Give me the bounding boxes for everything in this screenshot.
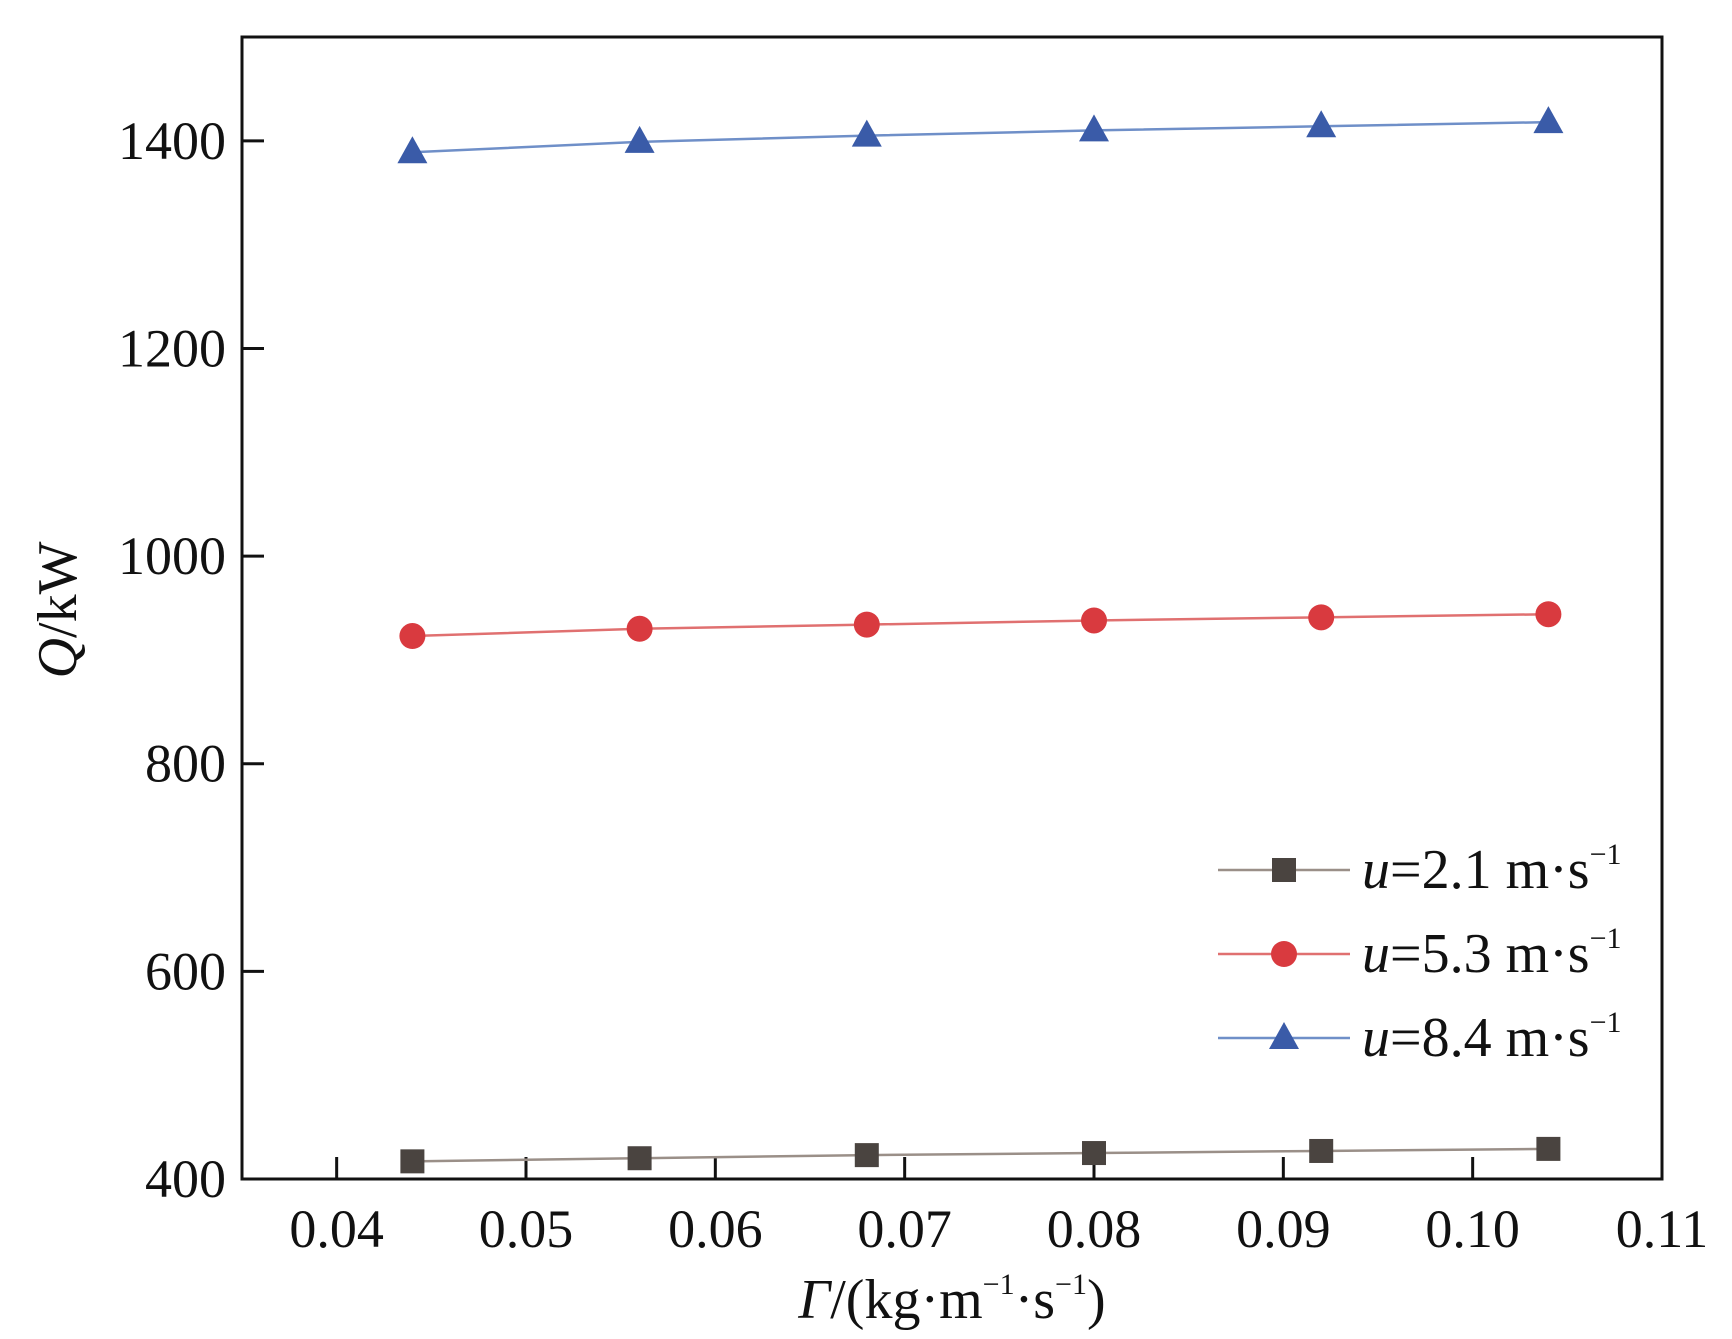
- y-tick-label: 1000: [118, 526, 226, 586]
- data-point: [1079, 114, 1109, 142]
- legend-item: u=5.3 m·s−1: [1218, 922, 1622, 985]
- x-tick-label: 0.11: [1616, 1199, 1709, 1259]
- x-tick-label: 0.04: [289, 1199, 384, 1259]
- legend-item: u=2.1 m·s−1: [1218, 838, 1622, 901]
- legend: u=2.1 m·s−1 u=5.3 m·s−1 u=8.4 m·s−1: [1218, 838, 1622, 1069]
- data-point: [853, 611, 880, 638]
- x-axis-label: Γ/(kg·m−1·s−1): [797, 1268, 1105, 1331]
- plot-frame: [240, 35, 1664, 1181]
- x-axis-ticks: 0.04 0.05 0.06 0.07 0.08 0.09 0.10 0.11: [289, 1157, 1708, 1259]
- series-0: [400, 1136, 1561, 1174]
- legend-item: u=8.4 m·s−1: [1218, 1006, 1622, 1069]
- legend-marker: [1269, 1022, 1299, 1049]
- data-point: [1536, 1136, 1561, 1161]
- data-point: [1309, 1138, 1334, 1163]
- x-tick-label: 0.10: [1425, 1199, 1520, 1259]
- data-point: [851, 119, 882, 147]
- x-tick-label: 0.07: [857, 1199, 952, 1259]
- y-tick-label: 1400: [118, 111, 226, 171]
- y-axis-ticks: 400 600 800 1000 1200 1400: [118, 111, 264, 1209]
- data-point: [854, 1143, 879, 1168]
- series-line: [412, 1147, 1549, 1163]
- data-point: [1081, 607, 1107, 634]
- series-line: [412, 120, 1549, 154]
- series-line: [412, 612, 1549, 638]
- data-point: [400, 1149, 425, 1174]
- legend-label: u=2.1 m·s−1: [1362, 838, 1622, 901]
- legend-marker: [1272, 858, 1296, 882]
- data-point: [627, 1146, 652, 1171]
- data-point: [1306, 110, 1337, 138]
- y-tick-label: 800: [145, 734, 226, 794]
- series-1: [399, 601, 1562, 650]
- data-point: [1308, 604, 1335, 631]
- y-tick-label: 400: [145, 1149, 226, 1209]
- data-point: [1082, 1141, 1106, 1166]
- data-point: [397, 136, 428, 164]
- data-point: [399, 623, 426, 650]
- data-point: [1535, 601, 1562, 628]
- series-2: [397, 106, 1564, 164]
- data-point: [626, 615, 653, 642]
- legend-label: u=5.3 m·s−1: [1362, 922, 1622, 985]
- x-tick-label: 0.08: [1047, 1199, 1142, 1259]
- y-axis-label: Q/kW: [27, 541, 89, 678]
- y-tick-label: 600: [145, 941, 226, 1001]
- legend-label: u=8.4 m·s−1: [1362, 1006, 1622, 1069]
- data-point: [624, 125, 655, 153]
- data-point: [1533, 106, 1564, 134]
- y-tick-label: 1200: [118, 318, 226, 378]
- series-layer: [397, 106, 1564, 1174]
- x-tick-label: 0.09: [1236, 1199, 1331, 1259]
- legend-marker: [1271, 941, 1297, 967]
- x-tick-label: 0.06: [668, 1199, 763, 1259]
- x-tick-label: 0.05: [479, 1199, 574, 1259]
